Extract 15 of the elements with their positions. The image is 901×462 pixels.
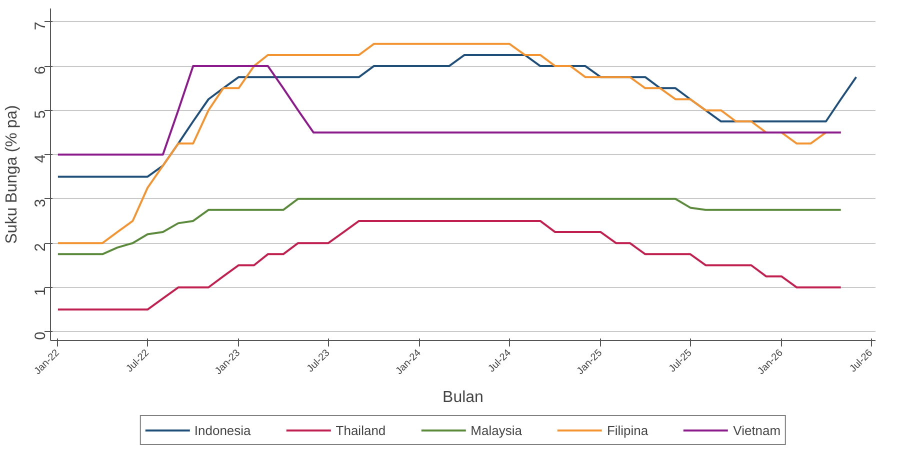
legend-label: Thailand xyxy=(336,422,386,438)
x-axis-title: Bulan xyxy=(442,388,484,406)
y-tick-label: 0 xyxy=(32,332,49,340)
legend-label: Malaysia xyxy=(470,422,522,438)
y-tick-label: 5 xyxy=(32,110,49,119)
legend-label: Filipina xyxy=(606,422,648,438)
y-tick-label: 2 xyxy=(32,243,49,252)
legend-label: Indonesia xyxy=(194,422,251,438)
y-tick-label: 6 xyxy=(32,66,49,74)
legend-label: Vietnam xyxy=(733,422,781,438)
y-tick-label: 1 xyxy=(32,287,49,296)
y-tick-label: 7 xyxy=(32,22,49,30)
y-tick-label: 4 xyxy=(32,154,49,163)
y-axis-title: Suku Bunga (% pa) xyxy=(4,105,20,244)
y-tick-label: 3 xyxy=(32,198,49,208)
